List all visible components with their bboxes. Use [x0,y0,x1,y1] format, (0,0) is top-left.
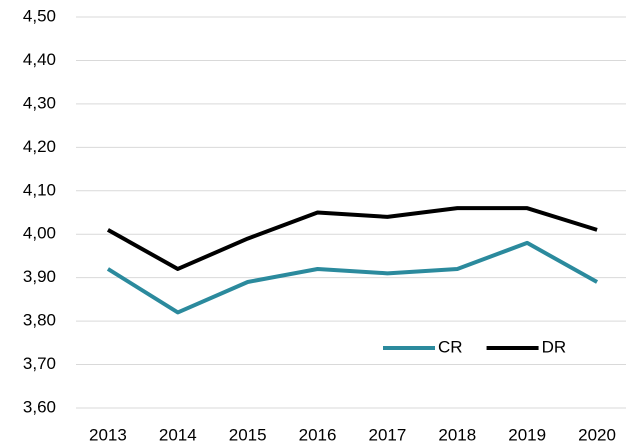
data-line [106,240,599,315]
y-tick-label: 4,20 [23,137,56,156]
x-tick-label: 2019 [508,425,546,444]
y-tick-label: 4,50 [23,6,56,25]
x-tick-label: 2013 [89,425,127,444]
x-tick-label: 2017 [369,425,407,444]
y-tick-label: 4,30 [23,93,56,112]
legend-label: DR [542,337,567,356]
x-tick-label: 2015 [229,425,267,444]
data-line [106,206,598,271]
y-tick-label: 3,80 [23,311,56,330]
x-tick-label: 2016 [299,425,337,444]
x-tick-label: 2018 [438,425,476,444]
x-tick-label: 2020 [578,425,616,444]
y-tick-label: 4,40 [23,50,56,69]
y-tick-label: 3,60 [23,397,56,416]
y-tick-label: 3,90 [23,267,56,286]
y-tick-label: 4,10 [23,180,56,199]
y-tick-label: 4,00 [23,224,56,243]
legend-label: CR [438,337,463,356]
x-tick-label: 2014 [159,425,197,444]
y-tick-label: 3,70 [23,354,56,373]
